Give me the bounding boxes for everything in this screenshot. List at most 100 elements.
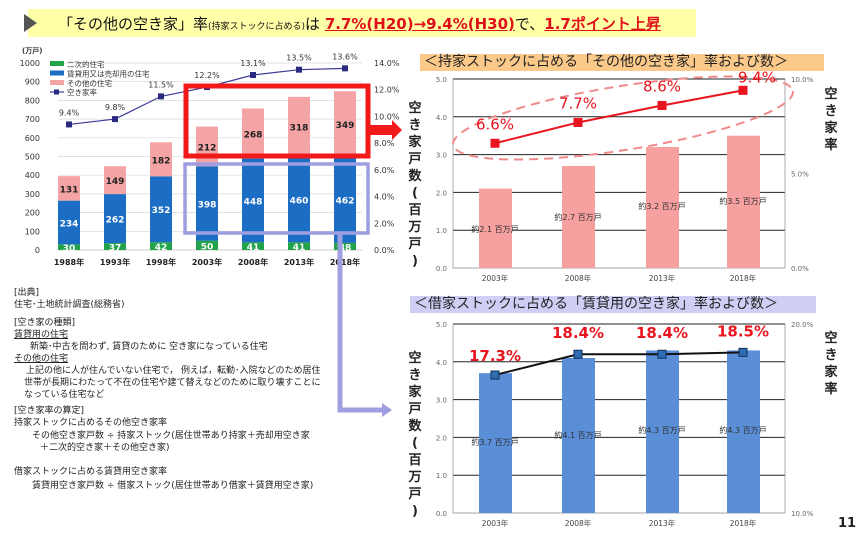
y-tick-label: 500 [25,153,40,162]
title-particle-2: で、 [514,15,545,33]
bar-data-label: 41 [247,243,260,253]
bar-data-label: 41 [293,243,306,253]
rate-data-label: 17.3% [469,347,521,365]
rental-term: 賃貸用の住宅 [14,330,69,340]
x-tick-label: 2003年 [482,273,509,283]
highlight-box-rental [183,162,370,235]
rate-marker [296,66,302,73]
triangle-bullet-icon [24,14,37,32]
bar-data-label: 約2.7 百万戸 [554,212,601,222]
y-tick-label: 700 [25,115,40,124]
bar-data-label: 約3.2 百万戸 [638,201,685,211]
bar-data-label: 約3.5 百万戸 [719,196,766,206]
y-tick-label: 4.0 [436,359,447,367]
y-tick-label: 3.0 [436,397,447,405]
bar-secondary [104,243,126,250]
bar [646,147,679,268]
bar-other [150,142,172,177]
y-unit-label: (万戸) [22,47,42,55]
y2-tick-label: 12.0% [374,86,400,95]
y-tick-label: 5.0 [436,321,447,329]
owned-rate-formula-1: その他空き家戸数 ÷ 持家ストック(居住世帯あり持家＋売却用空き家 [32,431,310,441]
bottom-chart-ylabel: 空き家戸数(百万戸) [408,351,422,519]
bar-data-label: 262 [106,216,125,226]
legend-swatch [50,80,64,85]
calc-heading: [空き家率の算定] [14,406,85,416]
bar-data-label: 37 [109,244,122,254]
bar [646,350,679,513]
other-definition-2: 世帯が長期にわたって不在の住宅や建て替えなどのために取り壊すことに [24,378,321,388]
legend-label: 二次的住宅 [67,59,105,69]
rate-data-label: 18.5% [717,322,769,340]
y-tick-label: 2.0 [436,189,447,197]
other-term: その他の住宅 [14,354,69,364]
rate-data-label: 13.6% [332,52,358,61]
bar-rental [242,158,264,243]
bar-data-label: 349 [336,121,355,131]
bar-secondary [150,242,172,250]
x-tick-label: 2008年 [238,257,268,267]
bottom-chart-header: ＜借家ストックに占める「賃貸用の空き家」率および数＞ [410,296,816,313]
legend-label: その他の住宅 [67,78,112,88]
legend-swatch [50,70,64,76]
bar-data-label: 38 [339,243,352,253]
x-tick-label: 2013年 [284,257,314,267]
rate-data-label: 12.2% [194,71,220,80]
y2-tick-label: 2.0% [374,219,395,228]
bar-data-label: 352 [152,206,171,216]
bar-secondary [334,242,356,250]
y2-tick-label: 10.0% [791,510,814,518]
x-tick-label: 2018年 [730,273,757,283]
rental-definition: 新築･中古を問わず, 賃貸のために 空き家になっている住宅 [30,342,268,352]
bar-data-label: 212 [198,143,217,153]
y-tick-label: 400 [25,171,40,180]
y2-tick-label: 14.0% [374,59,400,68]
bar-data-label: 460 [290,196,309,206]
bar [479,373,512,513]
x-tick-label: 2013年 [649,518,676,528]
bar-data-label: 448 [244,197,263,207]
rate-marker [738,347,748,357]
bar-secondary [58,244,80,250]
rate-marker [657,349,667,359]
bar-data-label: 234 [60,220,79,230]
legend-label: 空き家率 [67,87,97,97]
rate-data-label: 8.6% [643,77,681,95]
title-prefix: 「その他の空き家」率 [58,15,209,33]
bar-data-label: 398 [198,200,217,210]
bar-secondary [288,242,310,250]
x-tick-label: 2008年 [565,273,592,283]
y-tick-label: 100 [25,227,40,236]
bar-rental [150,176,172,243]
y-tick-label: 900 [25,78,40,87]
bar-other [288,96,310,157]
y-tick-label: 300 [25,190,40,199]
bar-rental [58,200,80,245]
bar-data-label: 約2.1 百万戸 [471,224,518,234]
bar-rental [288,156,310,243]
bar-data-label: 318 [290,124,309,134]
rate-data-label: 18.4% [552,324,604,342]
y-tick-label: 1000 [20,59,40,68]
title-highlight-rate: 7.7%(H20)→9.4%(H30) [324,15,515,33]
bar-data-label: 約4.1 百万戸 [554,430,601,440]
rate-marker [250,72,256,79]
bar-data-label: 30 [63,244,76,254]
bar-other [334,91,356,157]
bar [727,350,760,513]
rate-marker [573,349,583,359]
y-tick-label: 5.0 [436,76,447,84]
rate-marker [490,138,500,148]
y-tick-label: 200 [25,209,40,218]
bar [562,165,595,268]
y2-tick-label: 10.0% [374,112,400,121]
top-chart-ylabel: 空き家戸数(百万戸) [408,101,422,269]
page-number: 11 [838,516,857,531]
rate-marker [490,370,500,380]
y-tick-label: 0 [35,246,40,255]
types-heading: [空き家の種類] [14,318,76,328]
bar [727,135,760,268]
bar-other [104,166,126,195]
highlight-box-other [183,83,371,159]
rate-marker [112,116,118,123]
